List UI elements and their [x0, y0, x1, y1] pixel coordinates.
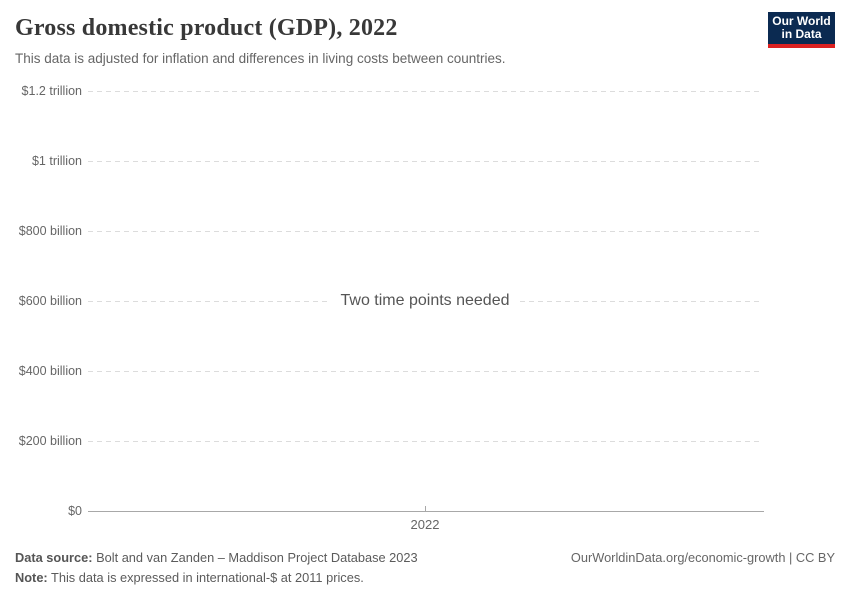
data-source-text: Bolt and van Zanden – Maddison Project D…	[92, 550, 418, 565]
ytick-label-800b: $800 billion	[18, 224, 82, 238]
page-title: Gross domestic product (GDP), 2022	[15, 15, 398, 41]
ytick-label-400b: $400 billion	[18, 364, 82, 378]
owid-logo[interactable]: Our World in Data	[768, 12, 835, 48]
chart-footer-left: Data source: Bolt and van Zanden – Maddi…	[15, 548, 418, 588]
gridline-200b	[88, 441, 763, 442]
note-line: Note: This data is expressed in internat…	[15, 568, 418, 588]
owid-link[interactable]: OurWorldinData.org/economic-growth | CC …	[570, 550, 835, 565]
ytick-label-600b: $600 billion	[18, 294, 82, 308]
data-source-label: Data source:	[15, 550, 93, 565]
owid-logo-line1: Our World	[772, 14, 831, 28]
ytick-label-200b: $200 billion	[18, 434, 82, 448]
note-text: This data is expressed in international-…	[47, 570, 364, 585]
data-source-line: Data source: Bolt and van Zanden – Maddi…	[15, 548, 418, 568]
gridline-400b	[88, 371, 763, 372]
chart-subtitle: This data is adjusted for inflation and …	[15, 51, 506, 66]
xtick-mark-2022	[425, 506, 426, 511]
note-label: Note:	[15, 570, 48, 585]
gridline-800b	[88, 231, 763, 232]
gridline-1200b	[88, 91, 763, 92]
ytick-label-1000b: $1 trillion	[31, 154, 82, 168]
owid-logo-line2: in Data	[781, 27, 822, 41]
xtick-label-2022: 2022	[410, 517, 440, 532]
ytick-label-0: $0	[68, 504, 82, 518]
empty-state-message: Two time points needed	[330, 290, 520, 312]
ytick-label-1200b: $1.2 trillion	[21, 84, 82, 98]
gridline-1000b	[88, 161, 763, 162]
x-axis-line	[88, 511, 764, 512]
